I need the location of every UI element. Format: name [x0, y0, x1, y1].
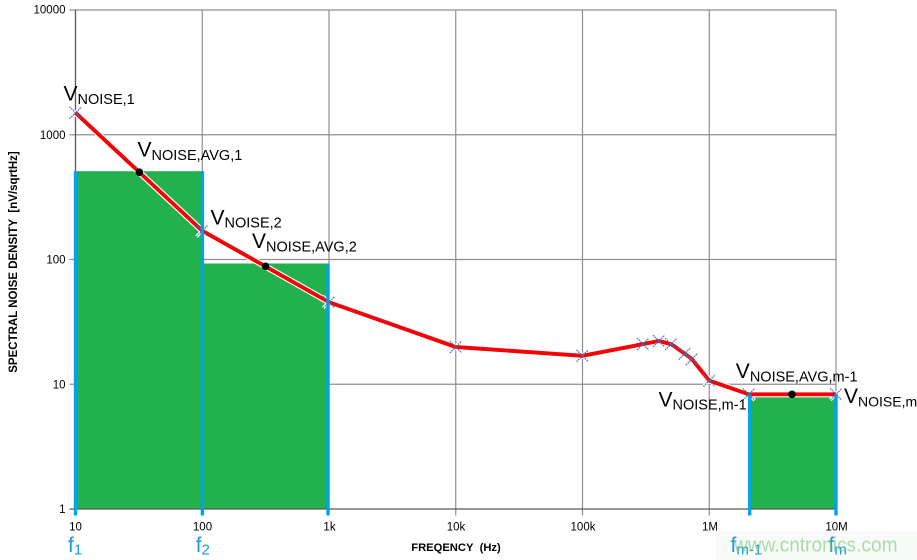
svg-text:1k: 1k — [323, 522, 335, 534]
svg-text:10k: 10k — [447, 522, 466, 534]
svg-text:SPECTRAL NOISE DENSITY [nV/sq: SPECTRAL NOISE DENSITY [nV/sqrtHz] — [8, 151, 20, 373]
svg-text:fm: fm — [829, 534, 847, 559]
svg-text:10000: 10000 — [34, 5, 66, 17]
svg-text:100: 100 — [193, 522, 212, 534]
svg-text:1M: 1M — [702, 522, 718, 534]
svg-text:www.cntronics.com: www.cntronics.com — [733, 534, 897, 557]
svg-text:fm-1: fm-1 — [731, 534, 763, 559]
svg-text:10: 10 — [53, 379, 66, 391]
svg-text:10: 10 — [69, 522, 82, 534]
svg-text:1000: 1000 — [40, 130, 66, 142]
svg-text:10M: 10M — [825, 522, 847, 534]
svg-text:100: 100 — [46, 255, 65, 267]
svg-text:100k: 100k — [571, 522, 596, 534]
svg-text:FREQENCY (Hz): FREQENCY (Hz) — [411, 542, 501, 554]
svg-text:1: 1 — [59, 504, 65, 516]
